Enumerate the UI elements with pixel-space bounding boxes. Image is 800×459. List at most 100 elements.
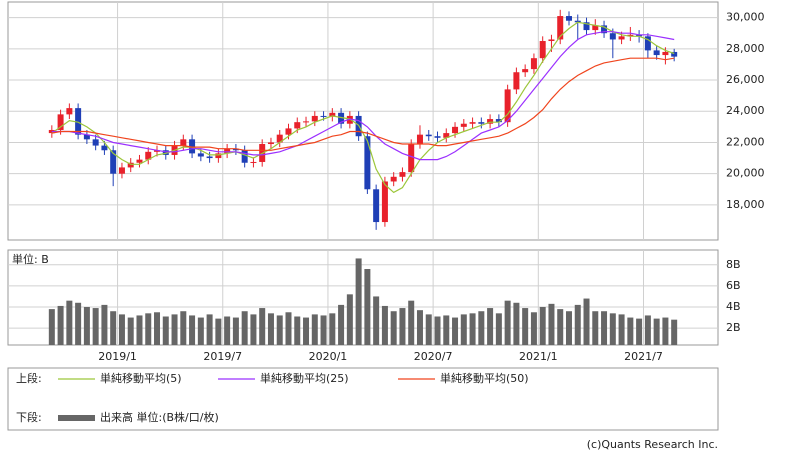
volume-bar [241,311,248,345]
x-tick-label: 2020/1 [309,350,348,363]
volume-bar [66,300,73,345]
y-tick-label: 20,000 [726,167,765,180]
candle-body [206,156,213,159]
volume-bar [662,317,669,345]
y-tick-label: 26,000 [726,73,765,86]
candle-body [574,20,581,23]
legend-label: 単純移動平均(50) [440,371,529,385]
volume-panel [7,249,719,346]
volume-bar [408,300,415,345]
candle-body [101,145,108,151]
candle-body [285,128,292,135]
volume-bar [329,313,336,345]
volume-bar [522,308,529,345]
moving-average-line [51,31,675,161]
volume-bar [530,312,537,345]
volume-bar [539,307,546,345]
volume-bar [311,314,318,345]
y-tick-label: 24,000 [726,104,765,117]
candle-body [609,33,616,40]
volume-bar [267,313,274,345]
candle-body [294,122,301,129]
candle-body [539,41,546,59]
moving-average-line [51,21,675,194]
volume-bar [478,311,485,345]
volume-bar [101,304,108,345]
candle-body [460,123,467,127]
volume-bar [154,312,161,345]
volume-bar [636,318,643,345]
volume-bar [232,317,239,345]
candle-body [154,150,161,152]
volume-bar [460,314,467,345]
volume-bar [574,304,581,345]
volume-bar [180,311,187,345]
legend-label: 単純移動平均(25) [260,371,349,385]
volume-bar [504,300,511,345]
volume-bar [57,305,64,345]
volume-bar [303,317,310,345]
candle-body [662,51,669,56]
candle-body [671,51,678,57]
legend-upper-label: 上段: [16,371,42,385]
volume-bar [381,305,388,345]
candle-body [311,115,318,122]
volume-bar [390,311,397,345]
candle-body [189,139,196,154]
volume-bar [425,314,432,345]
y-tick-label: 28,000 [726,42,765,55]
volume-bar [320,315,327,345]
candle-body [303,121,310,123]
y-tick-label: 30,000 [726,11,765,24]
candle-body [83,134,90,140]
candle-body [145,151,152,160]
candle-body [592,25,599,31]
volume-bar [197,317,204,345]
volume-bar [548,303,555,345]
candle-body [338,112,345,124]
candle-body [232,148,239,151]
candle-body [320,115,327,117]
volume-bar [338,304,345,345]
volume-bar [162,316,169,345]
candle-body [408,144,415,173]
candle-body [215,153,222,159]
x-tick-label: 2021/7 [624,350,663,363]
candle-body [373,189,380,223]
volume-bar [92,308,99,345]
volume-bar [627,317,634,345]
volume-bar [469,313,476,345]
candle-body [92,139,99,146]
candle-body [644,36,651,51]
volume-bar [355,258,362,345]
volume-bar [609,313,616,345]
candle-body [636,34,643,37]
volume-bar [399,308,406,345]
volume-bar [513,302,520,345]
volume-bar [110,311,117,345]
legend-lower-label: 下段: [16,410,42,424]
candle-body [75,108,82,135]
x-tick-label: 2019/1 [98,350,137,363]
candle-body [329,112,336,117]
candle-body [180,139,187,146]
volume-bar [127,317,134,345]
candle-body [381,181,388,223]
candle-body [136,159,143,163]
candle-body [627,34,634,37]
volume-bar [373,296,380,345]
volume-bar [601,311,608,345]
legend-label: 単純移動平均(5) [100,371,182,385]
legend-swatch [58,415,95,421]
volume-unit: 単位: B [12,252,49,266]
candle-body [513,72,520,90]
candle-body [127,162,134,168]
candle-body [364,136,371,190]
y-tick-label: 8B [726,258,741,271]
volume-bar [653,318,660,345]
volume-bar [434,316,441,345]
candle-body [66,108,73,115]
volume-bar [644,315,651,345]
candle-body [390,176,397,182]
